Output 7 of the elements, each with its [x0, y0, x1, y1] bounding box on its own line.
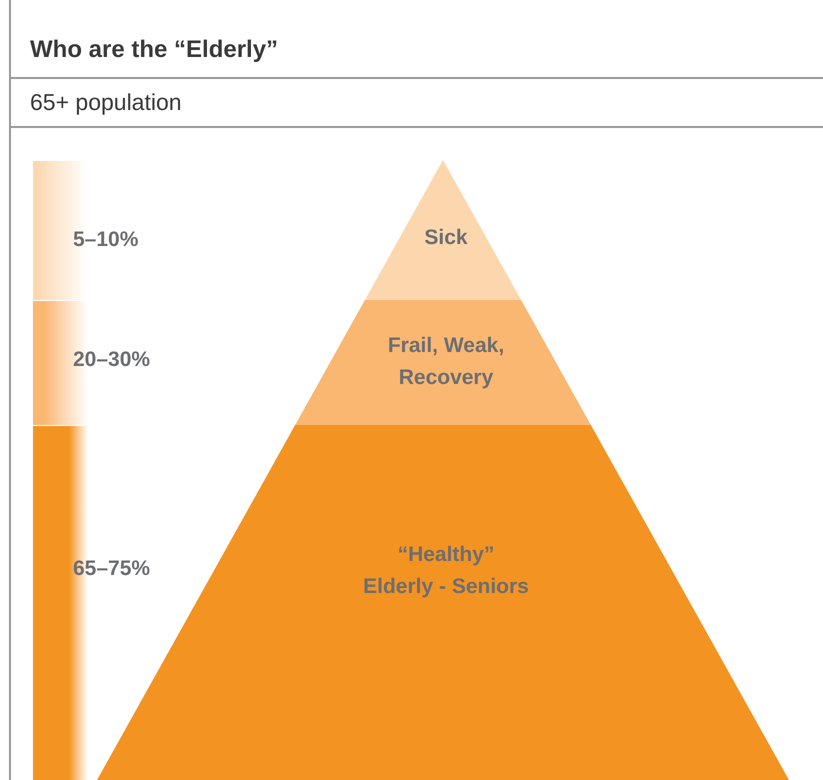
category-label: Sick [424, 226, 468, 249]
category-label: Frail, Weak, Recovery [388, 334, 504, 389]
data-label: 20–30% [73, 348, 150, 371]
text: Who are the “Elderly” [30, 36, 278, 63]
text: 65+ population [30, 89, 182, 115]
data-label: 5–10% [73, 228, 139, 251]
category-label: “Healthy” Elderly - Seniors [363, 543, 529, 598]
